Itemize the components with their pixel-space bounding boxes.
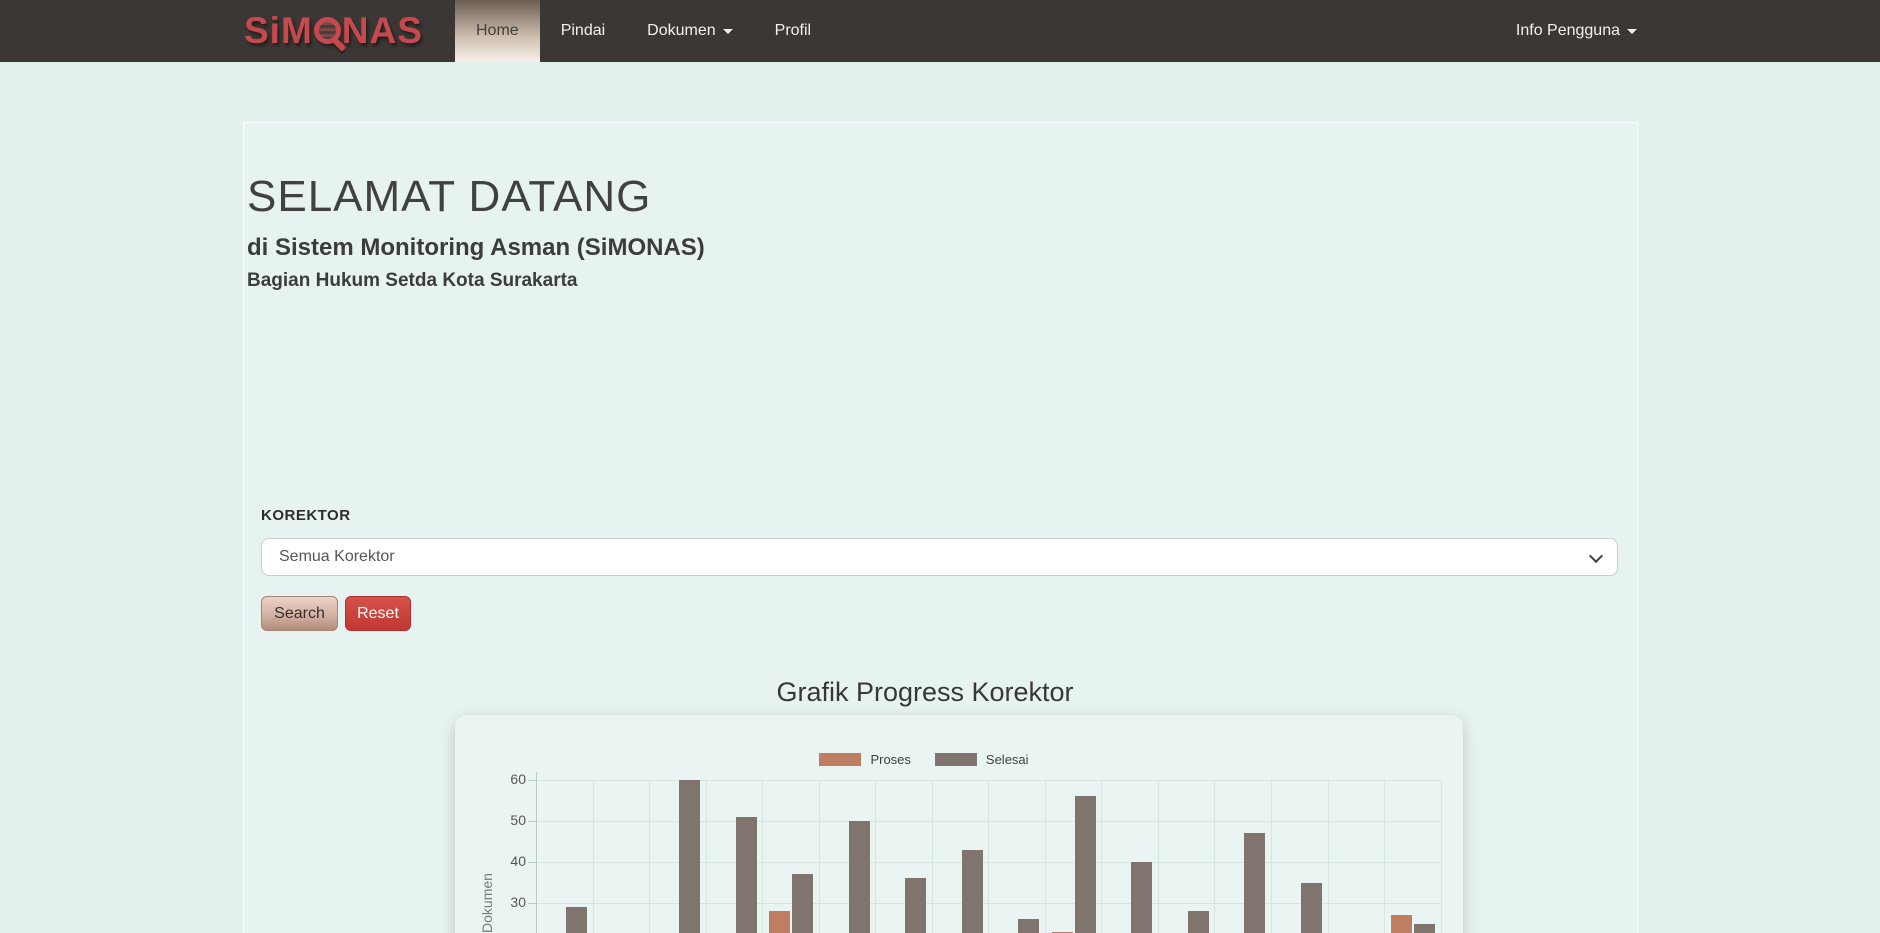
brand-text-prefix: SiM: [244, 10, 313, 51]
y-tick-label: 60: [510, 771, 526, 787]
gridline-v: [1327, 780, 1329, 933]
bar-selesai-cat14: [1301, 882, 1323, 933]
bar-selesai-cat5: [792, 874, 814, 933]
y-tick-mark: [528, 903, 536, 904]
gridline-v: [1440, 780, 1442, 933]
chevron-down-icon: [722, 28, 733, 34]
nav-items: Home Pindai Dokumen Profil: [455, 0, 832, 62]
gridline-v: [1101, 780, 1103, 933]
chevron-down-icon: [1627, 28, 1637, 34]
reset-button[interactable]: Reset: [345, 596, 411, 631]
page-subtitle-2: Bagian Hukum Setda Kota Surakarta: [247, 270, 578, 291]
chevron-down-icon: [1588, 548, 1604, 564]
bar-proses-cat5: [769, 911, 791, 933]
chart-title: Grafik Progress Korektor: [776, 677, 1074, 707]
nav-item-label: Profil: [774, 22, 812, 39]
bar-selesai-cat9: [1018, 919, 1040, 933]
bar-proses-cat16: [1391, 915, 1413, 933]
gridline-v: [988, 780, 990, 933]
y-tick-mark: [528, 780, 536, 781]
page-title: SELAMAT DATANG: [247, 172, 652, 221]
nav-item-label: Home: [476, 22, 519, 39]
gridline-v: [1214, 780, 1216, 933]
bar-selesai-cat6: [848, 821, 870, 933]
bar-proses-cat10: [1051, 931, 1073, 933]
bar-selesai-cat7: [905, 878, 927, 933]
nav-item-home[interactable]: Home: [455, 0, 540, 62]
nav-item-dokumen[interactable]: Dokumen: [626, 0, 753, 62]
gridline-v: [875, 780, 877, 933]
bar-selesai-cat10: [1074, 796, 1096, 933]
legend-swatch: [934, 753, 977, 766]
page-subtitle: di Sistem Monitoring Asman (SiMONAS): [247, 234, 705, 261]
legend-swatch: [819, 753, 862, 766]
legend-label: Selesai: [985, 752, 1029, 767]
y-axis-title: Dokumen: [479, 873, 495, 933]
bar-selesai-cat1: [566, 907, 587, 933]
user-menu-label: Info Pengguna: [1515, 22, 1620, 39]
gridline-v: [705, 780, 707, 933]
nav-item-info-pengguna[interactable]: Info Pengguna: [1516, 0, 1637, 62]
brand-logo[interactable]: SiM NAS: [244, 0, 423, 62]
gridline-v: [1044, 780, 1046, 933]
gridline-v: [1271, 780, 1273, 933]
legend-item-proses[interactable]: Proses: [819, 752, 911, 767]
bar-selesai-cat11: [1131, 862, 1153, 933]
korektor-select-value: Semua Korektor: [279, 548, 395, 565]
bar-selesai-cat3: [679, 780, 701, 933]
bar-selesai-cat16: [1414, 923, 1436, 933]
chart-legend: Proses Selesai: [420, 752, 1428, 767]
brand-text-suffix: NAS: [341, 10, 423, 51]
navbar: SiM NAS Home Pindai Dokumen Profil Info Peng…: [0, 0, 1880, 62]
gridline-v: [1384, 780, 1386, 933]
y-tick-mark: [528, 821, 536, 822]
bar-selesai-cat8: [961, 849, 983, 933]
gridline-v: [931, 780, 933, 933]
nav-item-profil[interactable]: Profil: [754, 0, 832, 62]
y-tick-label: 40: [510, 853, 526, 869]
y-tick-mark: [528, 862, 536, 863]
chart-plot: 6050403020100Dokumen: [455, 715, 1463, 933]
gridline-v: [1157, 780, 1159, 933]
nav-item-label: Dokumen: [647, 22, 716, 39]
y-axis-line: [536, 772, 537, 933]
gridline-v: [762, 780, 764, 933]
legend-label: Proses: [870, 752, 911, 767]
y-tick-label: 50: [510, 812, 526, 828]
gridline-v: [592, 780, 594, 933]
gridline-v: [649, 780, 651, 933]
gridline-v: [818, 780, 820, 933]
magnifier-icon: [313, 16, 341, 44]
nav-item-label: Pindai: [560, 22, 606, 39]
nav-item-pindai[interactable]: Pindai: [540, 0, 626, 62]
bar-selesai-cat13: [1244, 833, 1266, 933]
korektor-select[interactable]: Semua Korektor: [261, 538, 1618, 576]
y-tick-label: 30: [510, 894, 526, 910]
search-button[interactable]: Search: [261, 596, 338, 631]
legend-item-selesai[interactable]: Selesai: [934, 752, 1029, 767]
bar-selesai-cat4: [735, 816, 757, 933]
korektor-label: KOREKTOR: [261, 507, 351, 524]
bar-selesai-cat12: [1187, 911, 1209, 933]
